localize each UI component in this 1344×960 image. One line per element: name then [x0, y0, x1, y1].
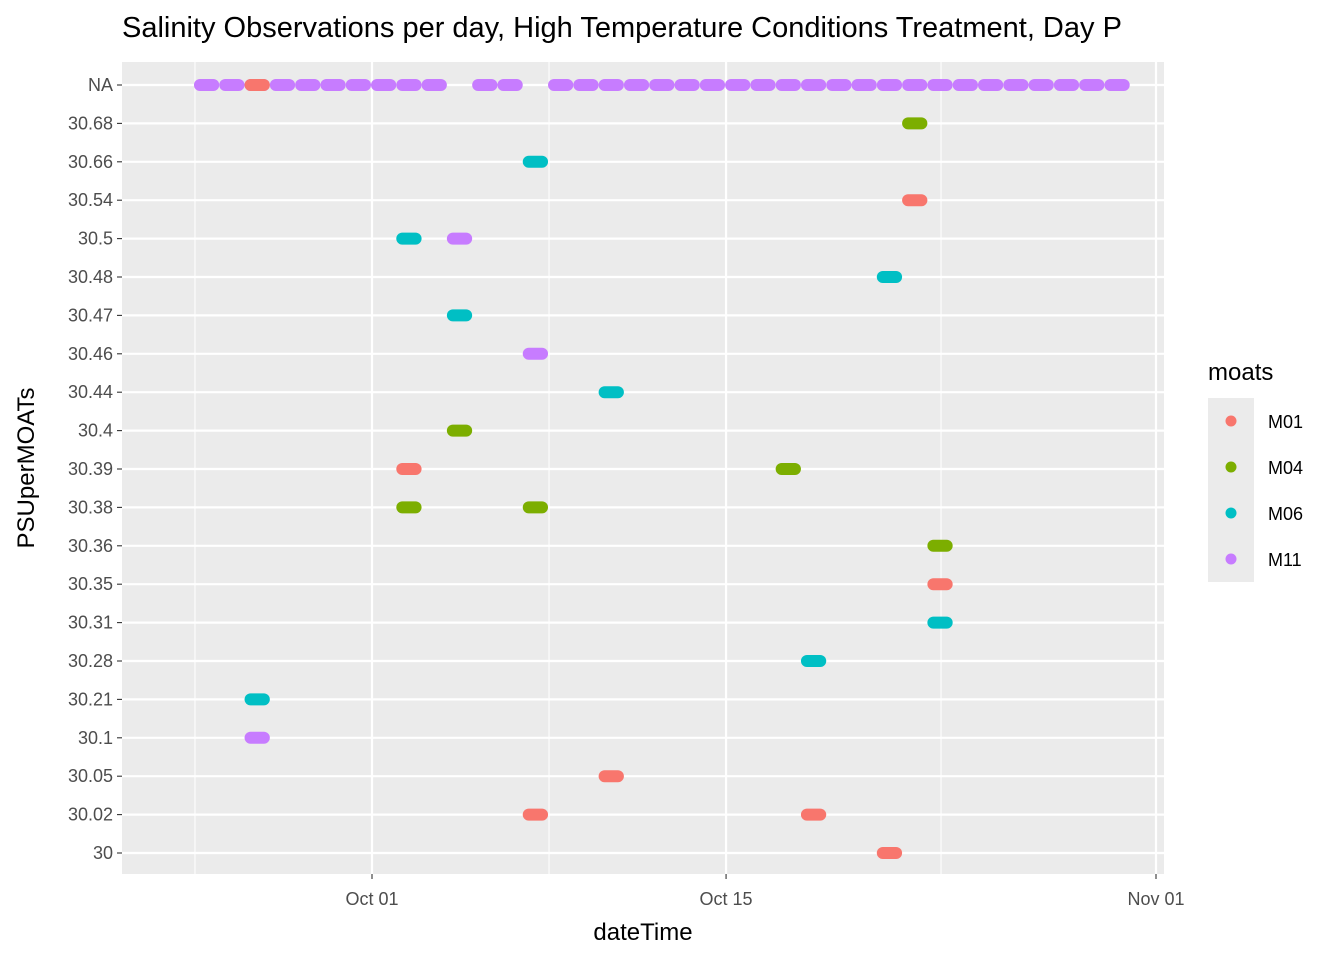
- x-tick-label: Oct 01: [345, 889, 398, 909]
- legend-key-m06: [1225, 507, 1237, 519]
- legend-key-m04: [1225, 461, 1237, 473]
- y-tick-label: 30.21: [68, 689, 113, 709]
- y-axis-title: PSUperMOATs: [13, 388, 40, 549]
- x-axis-ticks: Oct 01 Oct 15 Nov 01: [345, 874, 1185, 909]
- y-tick-label: 30.36: [68, 536, 113, 556]
- y-tick-label: 30.31: [68, 613, 113, 633]
- y-tick-label: 30.44: [68, 382, 113, 402]
- y-tick-label: 30.05: [68, 766, 113, 786]
- legend-label-m04: M04: [1268, 458, 1303, 478]
- y-tick-label: 30.28: [68, 651, 113, 671]
- y-tick-label: 30.1: [78, 728, 113, 748]
- y-tick-label: NA: [88, 75, 113, 95]
- legend-key-background: [1208, 398, 1254, 582]
- legend-key-m01: [1225, 415, 1237, 427]
- y-tick-label: 30.66: [68, 152, 113, 172]
- y-tick-label: 30.68: [68, 113, 113, 133]
- y-tick-label: 30.5: [78, 229, 113, 249]
- y-tick-label: 30.54: [68, 190, 113, 210]
- legend-key-m11: [1225, 553, 1237, 565]
- data-marks: [193, 79, 1130, 859]
- x-tick-label: Nov 01: [1127, 889, 1184, 909]
- y-tick-label: 30.4: [78, 421, 113, 441]
- y-tick-label: 30: [93, 843, 113, 863]
- y-tick-label: 30.38: [68, 497, 113, 517]
- y-tick-label: 30.46: [68, 344, 113, 364]
- x-tick-label: Oct 15: [700, 889, 753, 909]
- y-tick-label: 30.48: [68, 267, 113, 287]
- y-tick-label: 30.35: [68, 574, 113, 594]
- x-axis-title: dateTime: [593, 919, 692, 946]
- y-tick-label: 30.02: [68, 805, 113, 825]
- chart-title: Salinity Observations per day, High Temp…: [122, 12, 1122, 44]
- legend-label-m01: M01: [1268, 412, 1303, 432]
- y-axis-ticks: NA 30.68 30.66 30.54 30.5 30.48 30.47 30.46 30.4…: [68, 75, 122, 863]
- legend-title: moats: [1208, 359, 1273, 386]
- legend: moats M01 M04 M06 M11: [1208, 359, 1303, 582]
- legend-label-m06: M06: [1268, 504, 1303, 524]
- legend-label-m11: M11: [1268, 550, 1302, 570]
- y-tick-label: 30.47: [68, 305, 113, 325]
- y-tick-label: 30.39: [68, 459, 113, 479]
